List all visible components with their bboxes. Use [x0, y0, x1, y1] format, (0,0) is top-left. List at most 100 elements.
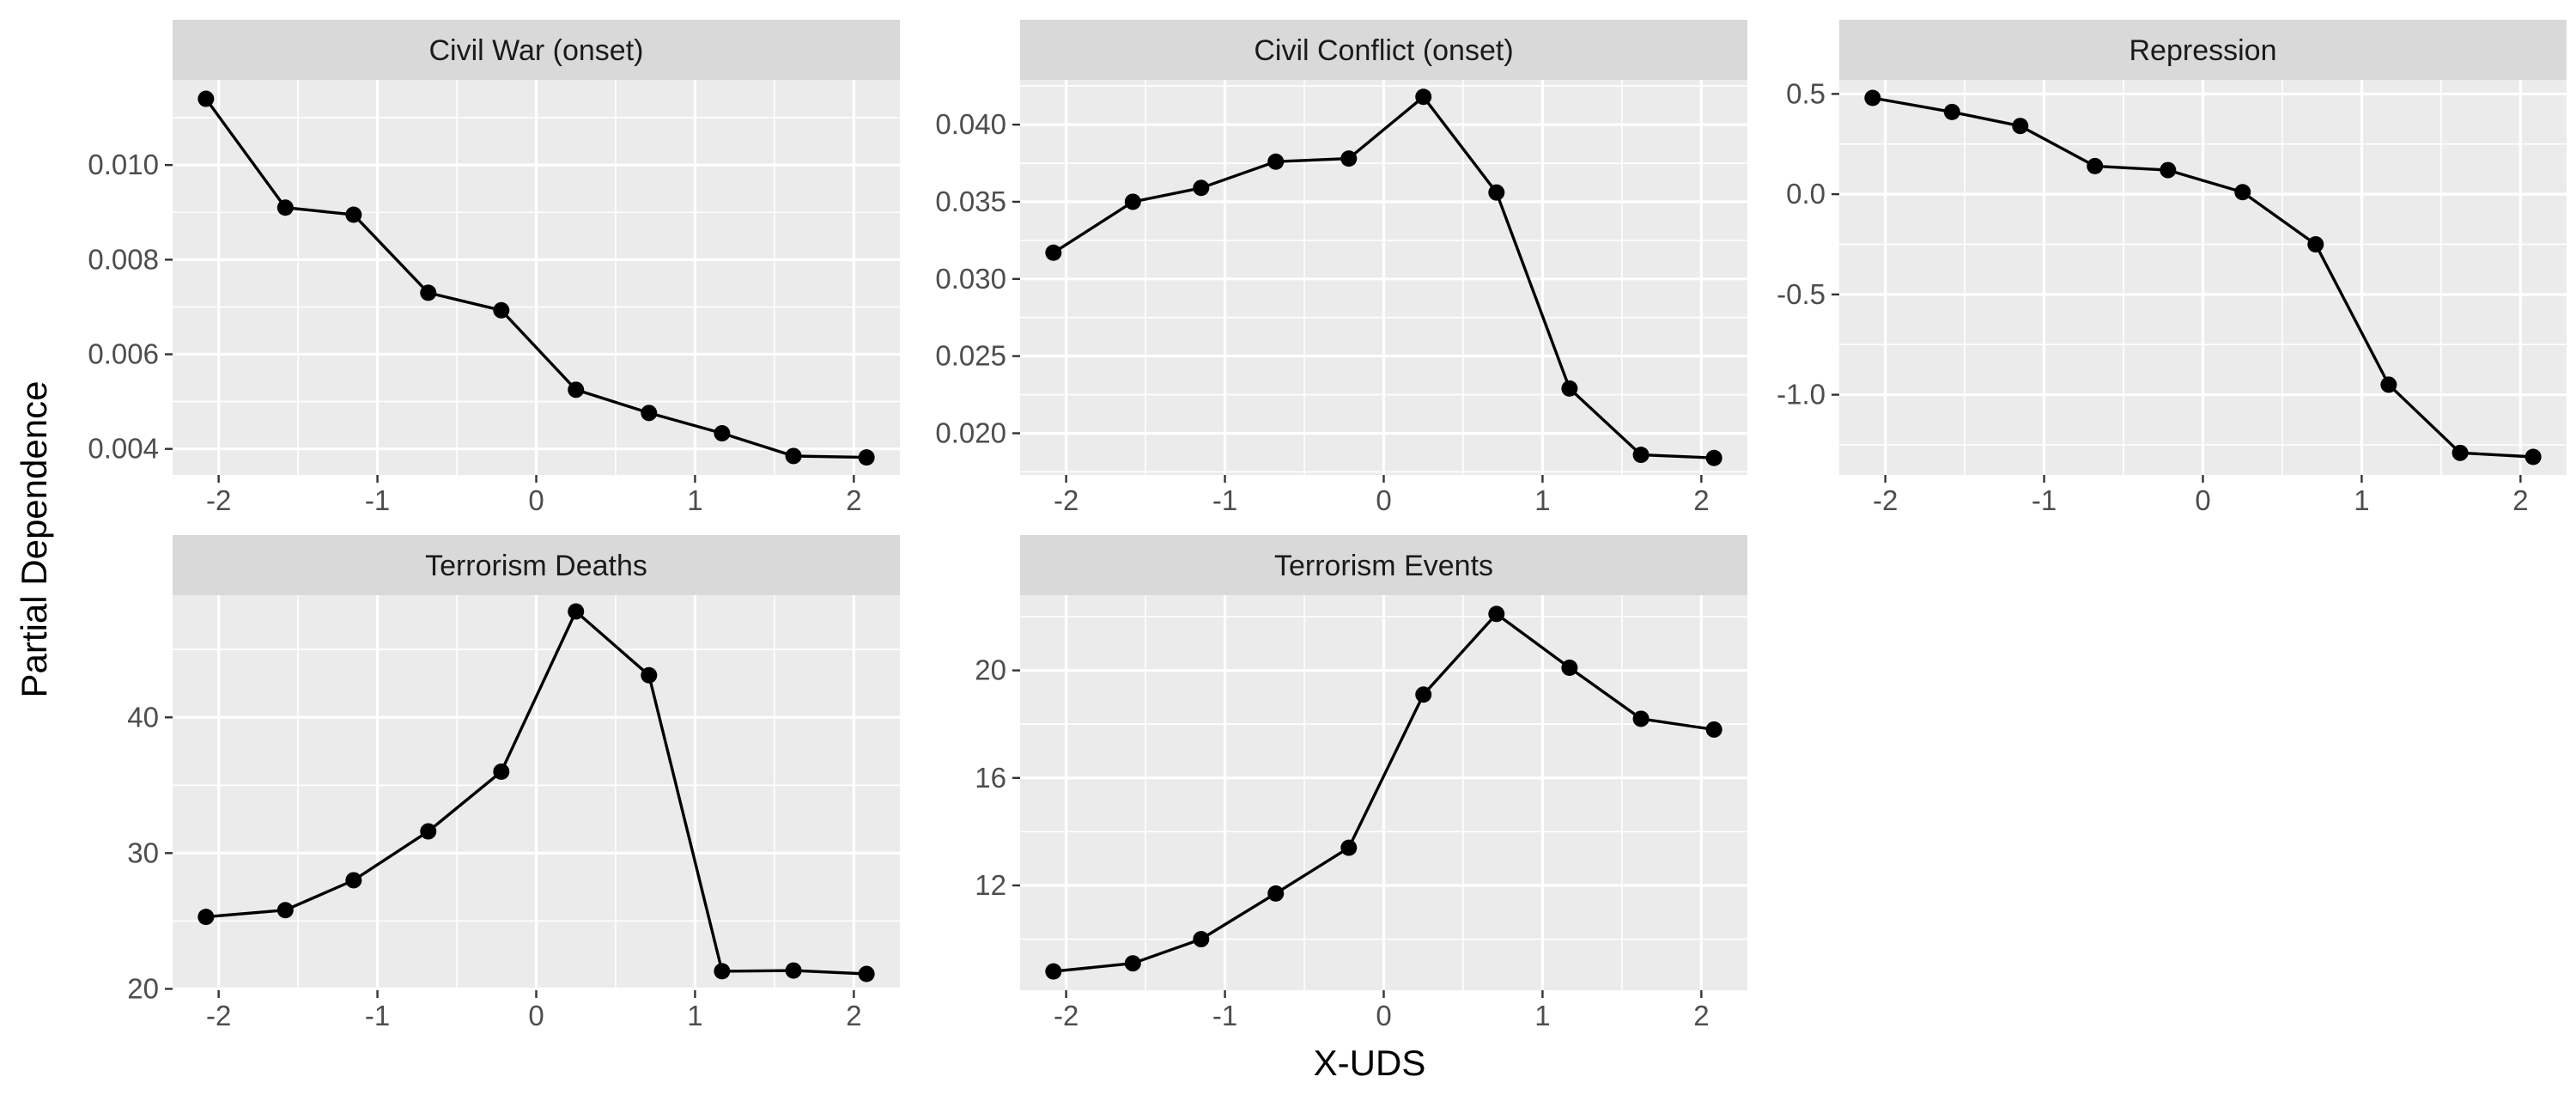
data-point	[1561, 380, 1578, 397]
data-point	[2234, 184, 2251, 201]
x-tick-label: 2	[846, 1000, 861, 1031]
facet-panel-4: Terrorism Deaths -2 -1 0 1 2 20 30 40	[127, 535, 900, 1031]
data-point	[1124, 193, 1141, 210]
series-line	[1053, 612, 1715, 973]
data-point	[1632, 447, 1649, 464]
data-point	[1632, 710, 1649, 727]
facet-title: Terrorism Deaths	[425, 550, 647, 582]
x-tick-label: -2	[206, 1000, 231, 1031]
facet-panel-2: Civil Conflict (onset) -2 -1 0 1 2 0.020 0.025 0…	[935, 20, 1747, 516]
data-point	[714, 963, 731, 980]
data-point	[197, 90, 215, 107]
y-tick-label: -0.5	[1777, 278, 1826, 310]
x-tick-label: 2	[1693, 1000, 1709, 1031]
x-tick-label: 2	[1693, 484, 1709, 516]
x-tick-label: 0	[1376, 484, 1391, 516]
x-tick-label: 1	[1534, 1000, 1550, 1031]
series-line	[1872, 96, 2534, 459]
x-tick-label: -1	[365, 484, 390, 516]
x-tick-label: 1	[687, 484, 702, 516]
series-line	[1052, 95, 1715, 459]
data-point	[641, 405, 658, 422]
x-tick-label: -1	[1212, 1000, 1237, 1031]
x-tick-label: -2	[1054, 484, 1078, 516]
x-tick-label: 1	[2354, 484, 2369, 516]
data-point	[1943, 103, 1960, 120]
data-point	[785, 962, 802, 979]
y-tick-label: 0.030	[935, 263, 1006, 295]
data-point	[1415, 88, 1432, 106]
y-tick-label: 0.0	[1786, 178, 1826, 210]
data-point	[276, 199, 294, 216]
data-point	[1193, 179, 1210, 197]
y-tick-label: 0.025	[935, 340, 1006, 372]
data-point	[1267, 153, 1285, 170]
data-point	[641, 666, 658, 684]
y-tick-label: 16	[975, 762, 1006, 794]
data-point	[1488, 184, 1505, 201]
data-point	[2451, 444, 2469, 461]
facet-title: Terrorism Events	[1274, 550, 1493, 582]
data-point	[568, 603, 585, 620]
data-point	[1045, 244, 1062, 261]
x-tick-label: -1	[1212, 484, 1237, 516]
y-tick-label: 0.006	[88, 338, 159, 370]
x-tick-label: 0	[2195, 484, 2210, 516]
y-tick-label: 0.008	[88, 243, 159, 275]
y-tick-label: 0.035	[935, 186, 1006, 217]
facet-strip	[173, 535, 900, 595]
x-tick-label: 1	[687, 1000, 702, 1031]
facet-strip	[1020, 20, 1747, 80]
facet-panel-1: Civil War (onset) -2 -1 0 1 2 0.004 0.006 0.008 0…	[88, 20, 900, 516]
facet-title: Civil Conflict (onset)	[1254, 34, 1513, 67]
data-point	[493, 301, 510, 319]
data-point	[420, 284, 437, 301]
x-tick-label: -1	[365, 1000, 390, 1031]
x-tick-label: -2	[1873, 484, 1898, 516]
y-tick-label: 20	[127, 972, 159, 1004]
data-point	[2160, 161, 2177, 179]
data-point	[714, 425, 731, 442]
facet-panels: Civil War (onset)-2 -1 0 1 20.0040.0060.0080…	[88, 20, 2567, 1031]
y-tick-label: 12	[975, 869, 1006, 901]
series-line	[204, 97, 867, 459]
series-line	[205, 610, 867, 976]
data-point	[2307, 235, 2324, 252]
facet-strip	[1020, 535, 1747, 595]
data-point	[276, 902, 294, 919]
x-tick-label: 2	[2512, 484, 2528, 516]
x-tick-label: 1	[1534, 484, 1550, 516]
data-point	[2380, 376, 2397, 393]
y-tick-label: 20	[975, 654, 1006, 686]
data-point	[1415, 686, 1432, 703]
x-tick-label: 0	[1376, 1000, 1391, 1031]
data-point	[1561, 659, 1578, 676]
x-axis-title: X-UDS	[1314, 1043, 1426, 1083]
y-tick-label: 40	[127, 701, 159, 733]
x-tick-label: 0	[528, 484, 544, 516]
data-point	[2012, 118, 2029, 135]
data-point	[568, 381, 585, 398]
data-point	[858, 965, 875, 982]
data-point	[2087, 157, 2104, 174]
x-tick-label: 2	[846, 484, 861, 516]
facet-panel-3: Repression -2 -1 0 1 2 -1.0 -0.5 0.0 0.5	[1777, 20, 2567, 516]
facet-strip	[173, 20, 900, 80]
facet-title: Civil War (onset)	[429, 34, 644, 67]
data-point	[1340, 839, 1358, 856]
y-tick-label: 0.5	[1786, 77, 1826, 109]
data-point	[1488, 605, 1505, 623]
y-tick-label: 0.020	[935, 417, 1006, 448]
y-tick-label: -1.0	[1777, 379, 1826, 411]
data-point	[1340, 150, 1358, 167]
data-point	[785, 447, 802, 465]
data-point	[345, 206, 362, 223]
data-point	[858, 449, 875, 466]
data-point	[197, 909, 215, 926]
facet-strip	[1839, 20, 2567, 80]
data-point	[345, 872, 362, 889]
y-tick-label: 0.010	[88, 149, 159, 180]
data-point	[420, 823, 437, 840]
